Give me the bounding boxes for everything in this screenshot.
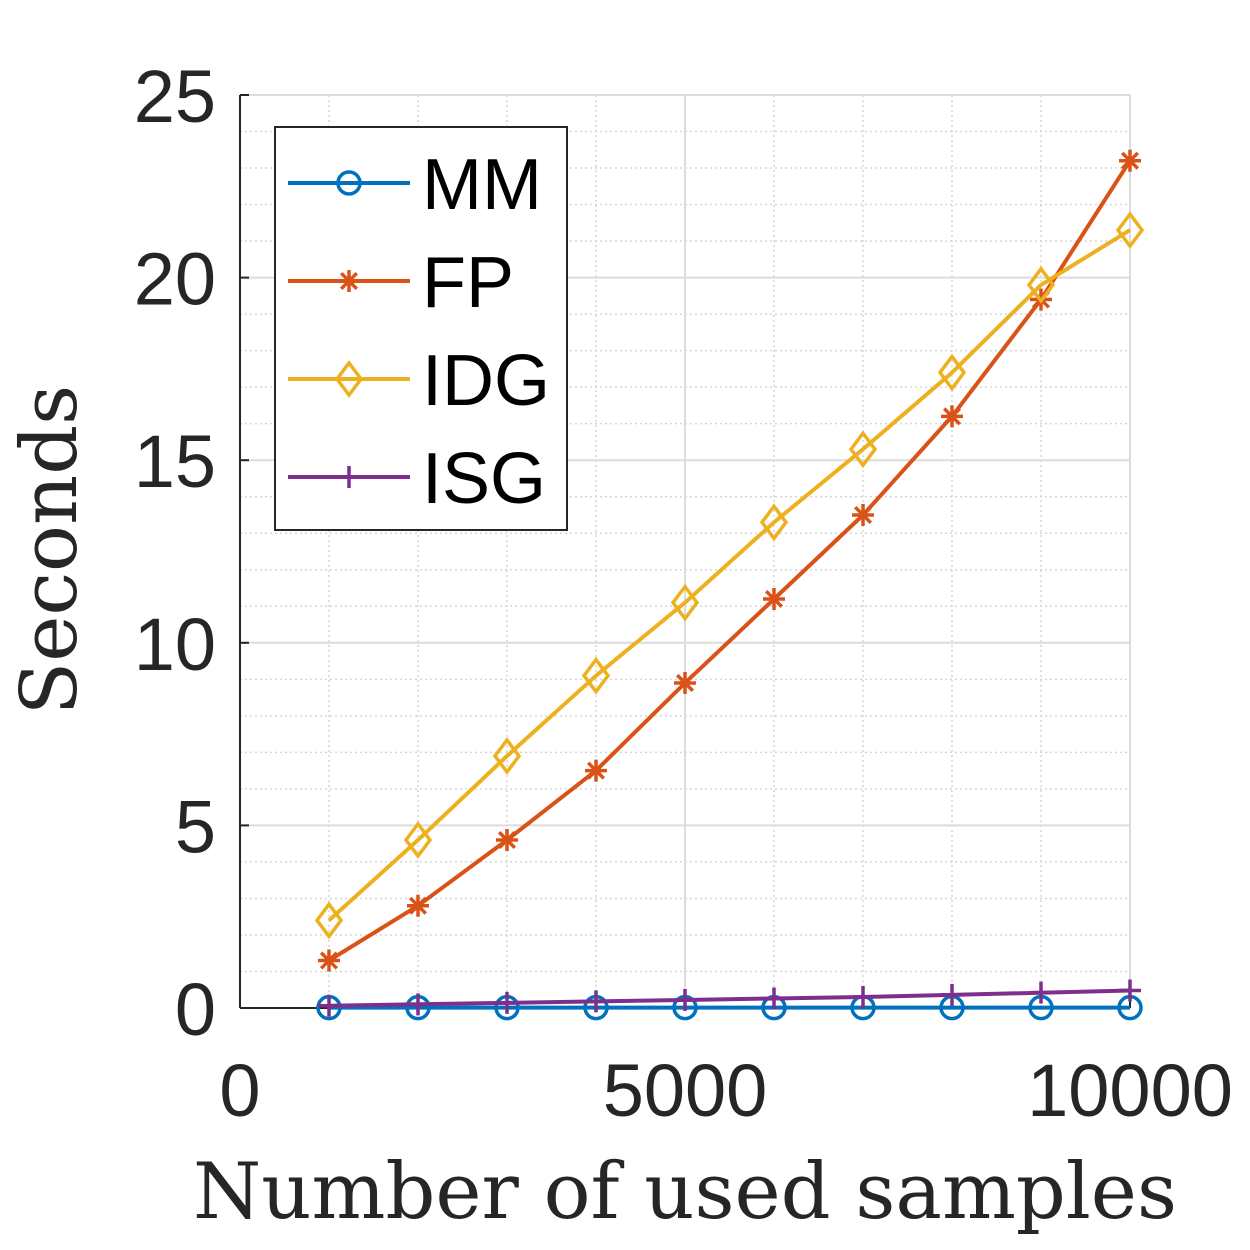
data-point-isg bbox=[496, 991, 518, 1014]
series-fp bbox=[318, 149, 1141, 972]
data-point-idg bbox=[581, 656, 611, 695]
y-tick-label: 20 bbox=[134, 238, 216, 321]
data-point-idg bbox=[670, 583, 700, 622]
data-point-fp bbox=[496, 829, 518, 852]
data-point-fp bbox=[318, 949, 340, 972]
legend-marker bbox=[338, 270, 360, 292]
legend-item-mm: MM bbox=[288, 145, 542, 225]
y-axis-title: Seconds bbox=[5, 385, 95, 715]
x-axis-title: Number of used samples bbox=[193, 1147, 1177, 1237]
data-point-idg bbox=[314, 901, 344, 940]
data-point-isg bbox=[585, 990, 607, 1013]
data-point-idg bbox=[1026, 265, 1056, 304]
data-point-isg bbox=[318, 994, 340, 1017]
y-tick-label: 10 bbox=[134, 603, 216, 686]
y-tick-label: 25 bbox=[134, 55, 216, 138]
legend-marker bbox=[334, 360, 364, 398]
x-tick-label: 0 bbox=[219, 1049, 260, 1132]
data-point-idg bbox=[492, 737, 522, 775]
data-point-idg bbox=[848, 430, 878, 469]
legend-label: FP bbox=[422, 243, 514, 323]
grid-lines bbox=[239, 94, 1131, 1009]
data-point-fp bbox=[1119, 149, 1141, 172]
data-point-idg bbox=[759, 503, 789, 542]
y-tick-label: 0 bbox=[175, 968, 216, 1051]
y-tick-label: 5 bbox=[175, 785, 216, 868]
legend-label: MM bbox=[422, 145, 542, 225]
legend-item-fp: FP bbox=[288, 243, 514, 323]
legend-marker bbox=[336, 170, 362, 196]
data-series bbox=[314, 149, 1145, 1021]
series-line-isg bbox=[328, 988, 1131, 1008]
legend-marker bbox=[338, 466, 360, 488]
data-point-fp bbox=[941, 405, 963, 428]
data-point-fp bbox=[763, 587, 785, 610]
data-point-fp bbox=[407, 894, 429, 917]
data-point-isg bbox=[763, 987, 785, 1010]
y-tick-label: 15 bbox=[134, 420, 216, 503]
legend-label: ISG bbox=[422, 439, 546, 519]
data-point-idg bbox=[1115, 211, 1145, 250]
data-point-fp bbox=[585, 759, 607, 782]
data-point-isg bbox=[941, 983, 963, 1006]
data-point-fp bbox=[852, 503, 874, 526]
data-point-isg bbox=[1030, 981, 1052, 1004]
data-point-isg bbox=[852, 986, 874, 1009]
x-tick-label: 10000 bbox=[1027, 1049, 1233, 1132]
tick-labels: 0 5 10 15 20 25 0 5000 10000 bbox=[134, 55, 1233, 1132]
legend-item-isg: ISG bbox=[288, 439, 546, 519]
series-line-fp bbox=[327, 159, 1132, 963]
data-point-isg bbox=[1119, 979, 1141, 1002]
data-point-isg bbox=[674, 988, 696, 1011]
legend-label: IDG bbox=[422, 341, 550, 421]
series-line-idg bbox=[327, 228, 1132, 922]
x-tick-label: 5000 bbox=[603, 1049, 768, 1132]
series-idg bbox=[314, 211, 1145, 940]
legend: MM FP IDG ISG bbox=[274, 126, 568, 531]
data-point-idg bbox=[937, 353, 967, 392]
legend-item-idg: IDG bbox=[288, 341, 550, 421]
data-point-idg bbox=[403, 821, 433, 859]
data-point-fp bbox=[674, 671, 696, 694]
legend-box bbox=[274, 126, 568, 531]
series-isg bbox=[318, 979, 1141, 1017]
data-point-isg bbox=[407, 993, 429, 1016]
